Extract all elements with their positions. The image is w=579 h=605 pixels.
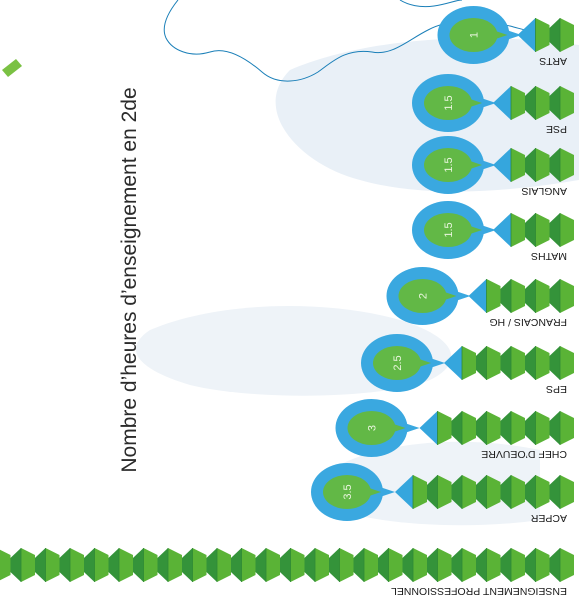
value-bubble [386,267,471,325]
bar-segment [542,411,574,445]
bar-segment [199,548,231,582]
bar-segment [346,548,378,582]
bar-segment [272,548,305,582]
bar-segment [542,548,574,582]
bar-segment [101,548,133,582]
bar-row: CHEF D’OEUVRE 3 [335,399,574,460]
bar-segment [468,475,501,509]
category-label: FRANCAIS / HG [489,316,567,328]
value-label: 1.5 [443,157,455,172]
value-label: 3.5 [342,484,354,499]
bar-segment [542,279,574,313]
category-label: ANGLAIS [521,185,567,197]
bar-row: ACPER 3.5 [311,463,574,524]
bar-segment [248,548,280,582]
bar-segment [76,548,109,582]
value-bubble [412,201,496,259]
value-label: 3 [367,425,379,431]
value-bubble [311,463,395,521]
bar-segment [517,346,550,380]
bar-segment [493,148,525,182]
bar-row: MATHS 1.5 [412,201,574,262]
bar-row: ENSEIGNEMENT PROFESSIONNEL14.5 [0,548,574,597]
bar-segment [517,148,550,182]
bar-segment [125,548,158,582]
bar-segment [542,18,574,52]
bar-segment [542,148,574,182]
value-label: 1.5 [443,95,455,110]
bar-segment [444,346,476,380]
bar-segment [517,86,550,120]
value-bubble [335,399,420,457]
value-label: 1.5 [443,222,455,237]
value-label: 2 [418,293,430,299]
category-label: EPS [546,383,567,395]
bar-segment [517,213,550,247]
bar-segment [542,475,574,509]
bar-segment [0,549,11,581]
map-outline-top [399,0,463,8]
bar-segment [493,86,525,120]
value-bubble [412,136,496,194]
bar-segment [542,346,574,380]
bar-segment [297,548,329,582]
bar-segment [395,548,427,582]
bar-segment [468,411,501,445]
bar-segment [493,548,525,582]
bar-row: EPS 2.5 [361,334,574,395]
bar-segment [419,411,452,445]
value-label: 2.5 [392,355,404,370]
category-label: ACPER [530,512,567,524]
bar-segment [542,213,574,247]
bar-segment [3,548,35,582]
bar-segment [517,18,550,52]
bar-segment [468,279,501,313]
bar-segment [321,548,354,582]
bar-segment [468,346,501,380]
value-bubble [437,6,522,64]
category-label: ARTS [539,55,567,67]
bar-segment [223,548,256,582]
bar-segment [468,548,501,582]
bar-segment [444,475,476,509]
bar-segment [493,475,525,509]
bar-segment [493,213,525,247]
bar-segment [493,346,525,380]
bar-segment [395,475,427,509]
bar-row: PSE 1.5 [412,74,574,135]
bar-row: ARTS 1 [437,6,574,67]
bar-row: FRANCAIS / HG 2 [386,267,574,328]
bar-segment [27,548,60,582]
bar-segment [517,411,550,445]
chart-marks: ARTS 1 PSE 1.5 ANGLAIS 1.5 MATHS 1.5 FRANCAIS / … [0,6,574,597]
category-label: MATHS [531,250,567,262]
value-bubble [361,334,445,392]
chart-title: Nombre d’heures d’enseignement en 2de [118,87,141,472]
bar-segment [174,548,207,582]
category-label: CHEF D’OEUVRE [481,448,567,460]
bar-segment [493,411,525,445]
bar-segment [517,279,550,313]
bar-segment [444,548,476,582]
green-stroke-accent [2,59,22,77]
bar-segment [370,548,403,582]
bar-segment [444,411,476,445]
category-label: ENSEIGNEMENT PROFESSIONNEL [391,585,567,597]
value-label: 1 [469,32,481,38]
bar-row: ANGLAIS 1.5 [412,136,574,197]
bar-segment [493,279,525,313]
value-bubble [412,74,496,132]
bar-segment [419,548,452,582]
bar-segment [150,548,182,582]
bar-segment [542,86,574,120]
bar-segment [517,548,550,582]
bar-segment [419,475,452,509]
bar-segment [52,548,84,582]
bar-segment [517,475,550,509]
category-label: PSE [546,123,567,135]
